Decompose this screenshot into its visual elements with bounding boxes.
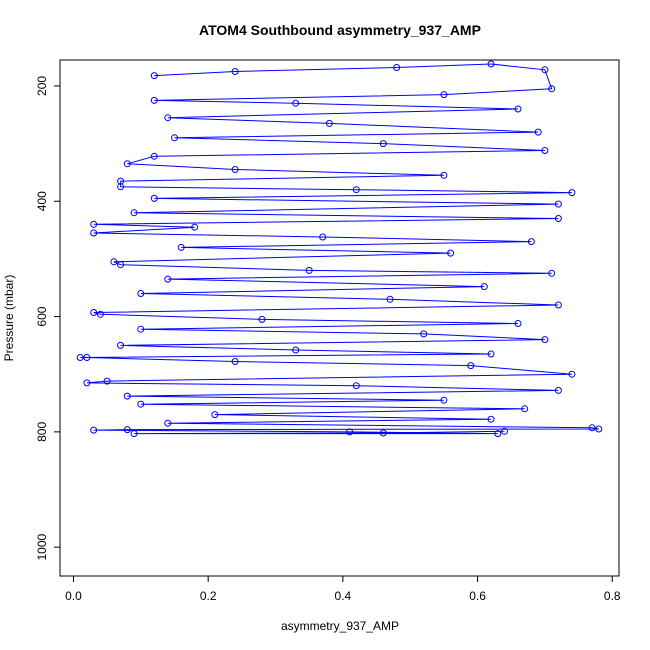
data-point — [231, 166, 239, 173]
data-point — [164, 419, 172, 427]
data-point — [90, 229, 98, 237]
data-point — [231, 68, 239, 75]
chart-title: ATOM4 Southbound asymmetry_937_AMP — [199, 22, 481, 38]
data-point — [137, 400, 145, 408]
data-point — [440, 396, 448, 404]
data-point — [379, 140, 387, 148]
data-point — [211, 411, 219, 419]
data-point — [231, 358, 239, 365]
x-tick-label: 0.0 — [65, 589, 82, 603]
data-point — [487, 60, 495, 68]
data-point — [123, 160, 131, 168]
data-point — [447, 249, 455, 257]
data-point — [76, 354, 84, 361]
x-tick-label: 0.4 — [335, 589, 352, 603]
data-point — [117, 183, 125, 191]
data-point — [103, 377, 111, 385]
x-axis: 0.0 0.2 0.4 0.6 0.8 — [65, 575, 621, 603]
data-point — [480, 283, 488, 291]
data-point — [137, 325, 145, 333]
y-axis-label: Pressure (mbar) — [2, 275, 16, 362]
data-point — [440, 91, 448, 99]
data-point — [352, 186, 360, 194]
data-point — [164, 114, 172, 122]
data-point — [393, 64, 401, 71]
data-point — [292, 99, 300, 107]
data-point — [548, 269, 556, 277]
data-point — [514, 105, 522, 113]
data-point — [90, 220, 98, 228]
data-point — [150, 96, 158, 104]
data-point — [420, 330, 428, 338]
data-point — [83, 379, 91, 387]
data-point — [541, 66, 549, 74]
data-point — [487, 350, 495, 358]
data-point — [96, 310, 104, 318]
data-point — [440, 171, 448, 179]
y-tick-label: 400 — [35, 191, 49, 211]
series-line — [80, 63, 599, 435]
data-point — [319, 233, 327, 241]
data-point — [521, 405, 529, 413]
data-point — [90, 309, 98, 316]
data-point — [352, 382, 360, 390]
data-point — [514, 320, 522, 327]
data-point — [150, 194, 158, 202]
data-point — [386, 295, 394, 303]
data-point — [177, 243, 185, 251]
data-point — [130, 209, 138, 217]
data-point — [130, 430, 138, 438]
data-point — [164, 275, 172, 283]
data-point — [554, 200, 562, 208]
data-point — [588, 424, 596, 432]
x-tick-label: 0.8 — [604, 589, 621, 603]
data-point — [548, 85, 556, 93]
data-point — [325, 119, 333, 127]
data-point — [346, 428, 354, 436]
series-points — [76, 60, 603, 438]
data-point — [110, 258, 118, 266]
y-tick-label: 800 — [35, 422, 49, 442]
data-point — [487, 415, 495, 423]
y-axis: 200 400 600 800 1000 — [35, 76, 61, 561]
data-point — [568, 370, 576, 378]
data-point — [305, 266, 313, 274]
data-point — [292, 346, 300, 354]
data-point — [541, 336, 549, 344]
x-tick-label: 0.6 — [469, 589, 486, 603]
data-point — [379, 429, 387, 437]
x-tick-label: 0.2 — [200, 589, 217, 603]
data-point — [541, 147, 549, 154]
data-point — [595, 425, 603, 433]
data-point — [137, 290, 145, 297]
data-point — [527, 238, 535, 246]
data-point — [554, 301, 562, 309]
y-tick-label: 1000 — [35, 534, 49, 561]
data-point — [258, 315, 266, 323]
data-point — [534, 128, 542, 136]
data-point — [90, 426, 98, 434]
data-point — [123, 392, 131, 400]
data-point — [568, 189, 576, 197]
data-point — [554, 386, 562, 394]
series-lines — [80, 63, 599, 435]
data-point — [171, 134, 178, 142]
data-point — [150, 72, 158, 80]
data-point — [83, 354, 91, 361]
data-point — [117, 261, 125, 269]
data-point — [117, 341, 125, 349]
data-point — [467, 362, 475, 370]
y-tick-label: 200 — [35, 76, 49, 96]
data-point — [501, 427, 508, 435]
plot-frame — [59, 59, 620, 577]
y-tick-label: 600 — [35, 306, 49, 326]
data-point — [494, 430, 502, 438]
data-point — [150, 152, 158, 160]
data-point — [554, 215, 562, 222]
x-axis-label: asymmetry_937_AMP — [281, 619, 399, 633]
data-point — [191, 223, 199, 231]
data-point — [123, 426, 131, 434]
